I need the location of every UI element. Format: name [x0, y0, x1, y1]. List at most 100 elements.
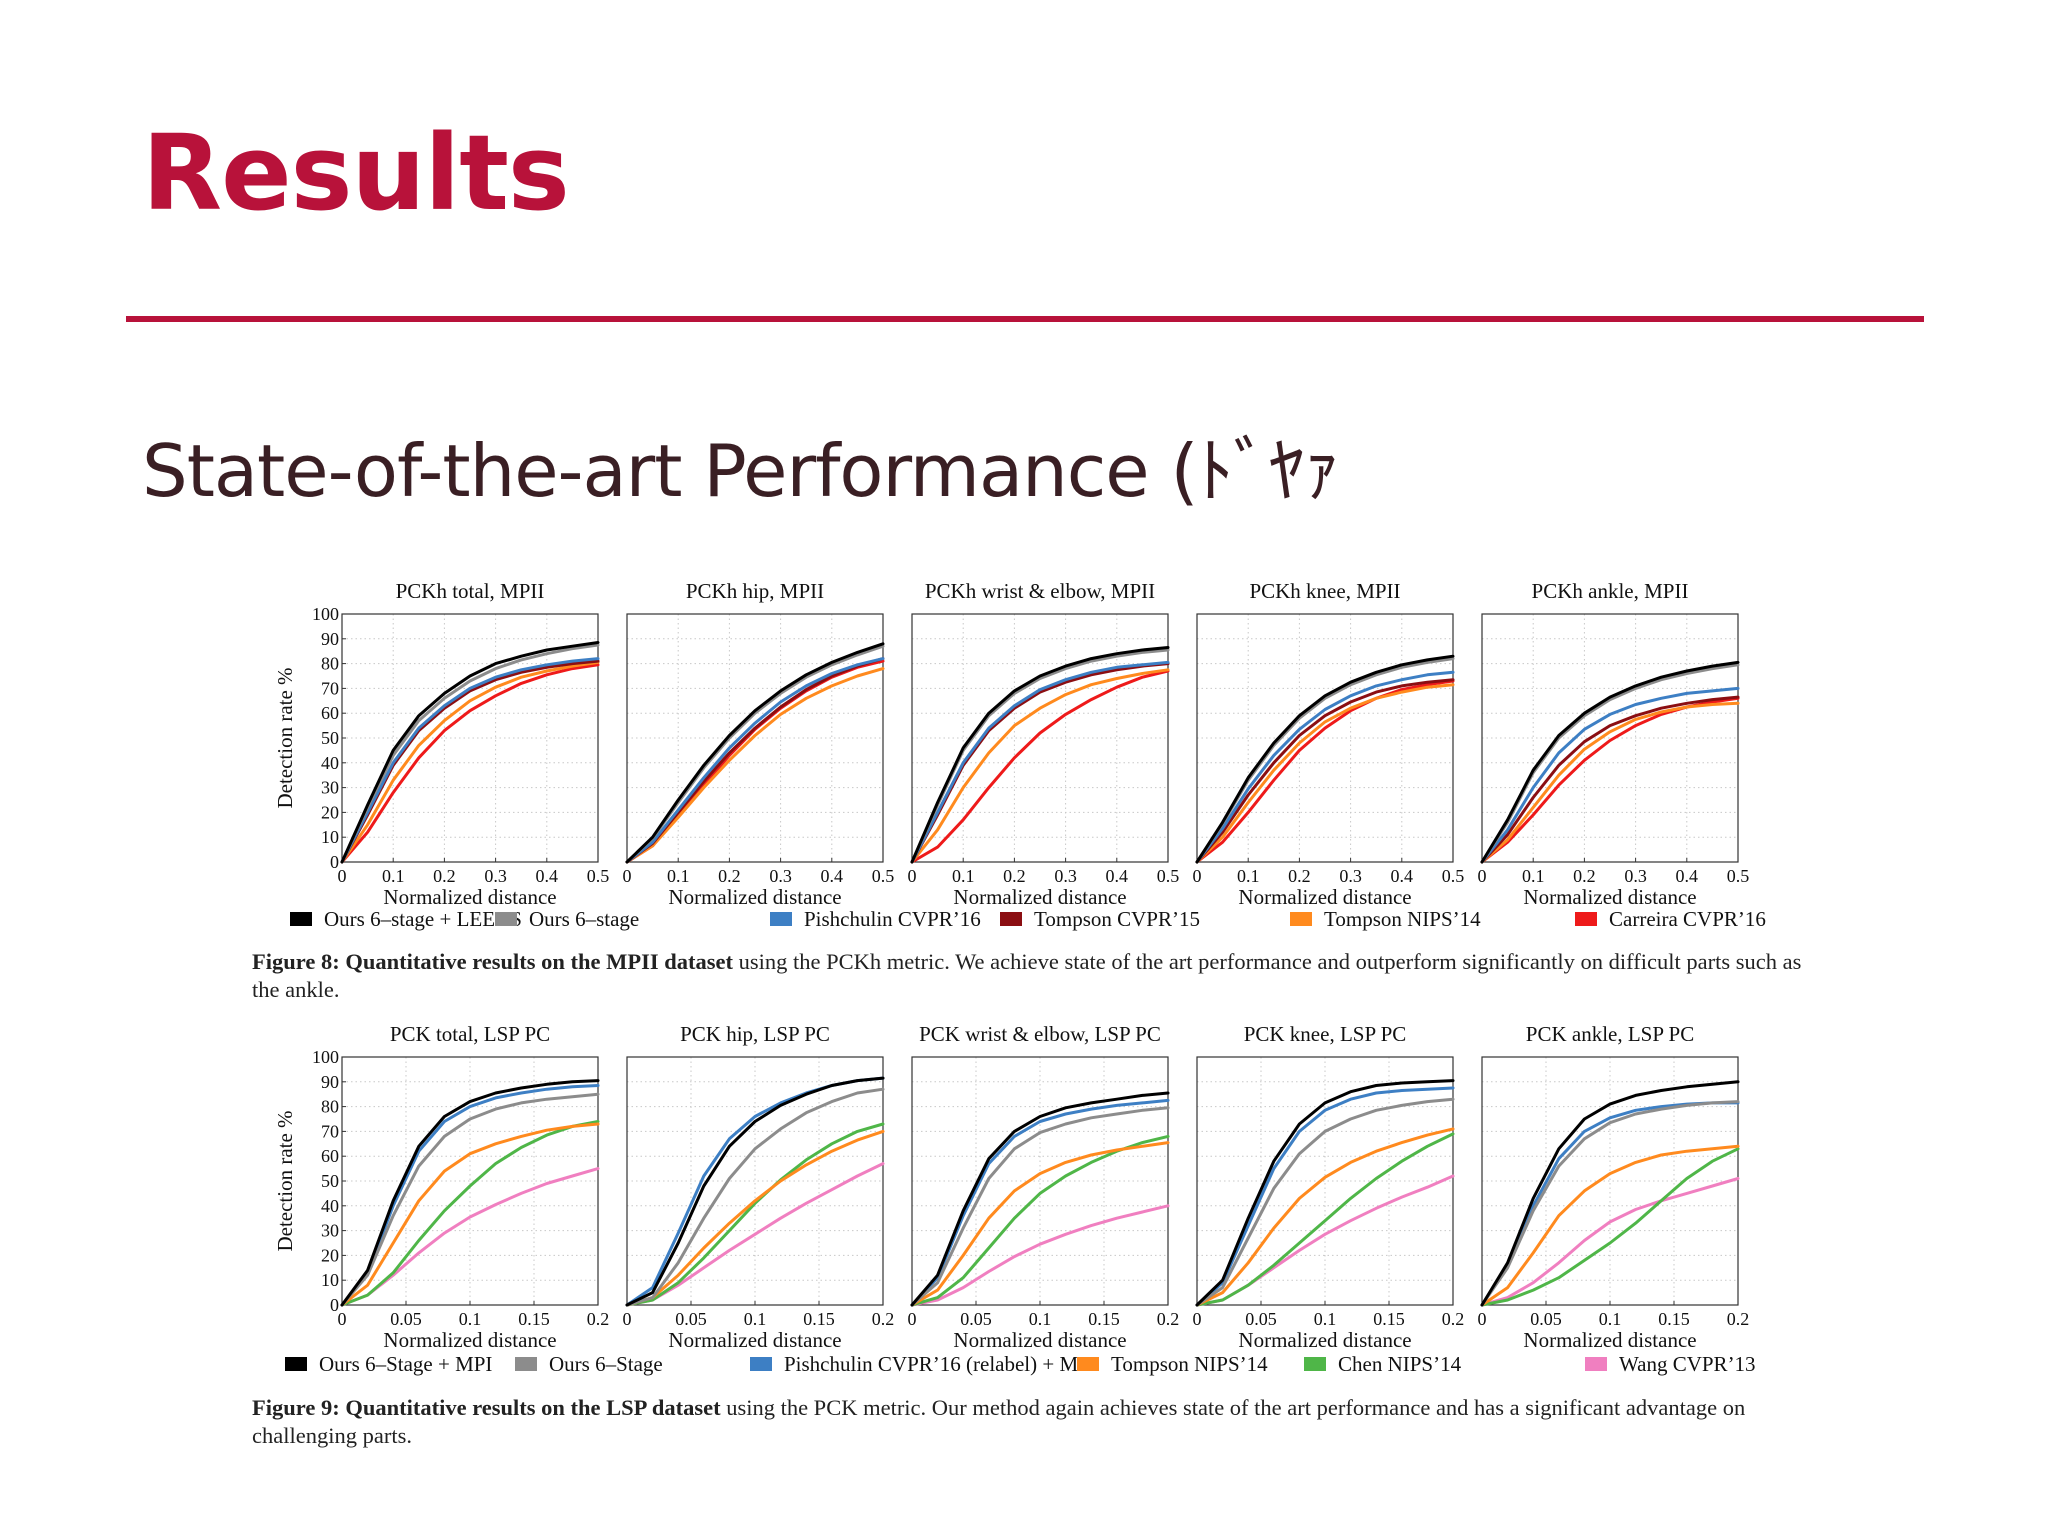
y-tick-label: 30 — [321, 1221, 339, 1241]
x-tick-label: 0.1 — [1029, 1309, 1052, 1329]
x-tick-label: 0.2 — [1157, 1309, 1180, 1329]
x-tick-label: 0 — [338, 1309, 347, 1329]
y-tick-label: 100 — [312, 604, 339, 624]
x-tick-label: 0.15 — [518, 1309, 550, 1329]
legend-item: Tompson CVPR’15 — [1000, 907, 1200, 931]
series-line — [340, 1120, 600, 1307]
series-line — [340, 660, 600, 864]
legend-swatch — [770, 912, 792, 926]
series-line — [340, 659, 600, 864]
x-axis-label: Normalized distance — [1238, 1328, 1411, 1352]
y-tick-label: 40 — [321, 753, 339, 773]
y-tick-label: 70 — [321, 1121, 339, 1141]
x-axis-label: Normalized distance — [668, 885, 841, 909]
legend-item: Chen NIPS’14 — [1304, 1352, 1462, 1376]
x-tick-label: 0.2 — [718, 866, 741, 886]
legend-swatch — [285, 1357, 307, 1371]
legend-item: Wang CVPR’13 — [1585, 1352, 1756, 1376]
y-tick-label: 20 — [321, 802, 339, 822]
series-line — [1480, 695, 1740, 864]
series-line — [1480, 663, 1740, 864]
series-line — [1195, 1174, 1455, 1307]
legend-item: Carreira CVPR’16 — [1575, 907, 1766, 931]
y-tick-label: 10 — [321, 827, 339, 847]
chart-panel: PCK hip, LSP PC 0 0.05 0.1 0.15 0.2 Normalized… — [623, 1022, 895, 1352]
x-tick-label: 0.4 — [1676, 866, 1699, 886]
x-tick-label: 0.4 — [1391, 866, 1414, 886]
series-line — [1480, 1100, 1740, 1307]
x-tick-label: 0.3 — [1339, 866, 1362, 886]
chart-panel: PCK ankle, LSP PC 0 0.05 0.1 0.15 0.2 Normaliz… — [1478, 1022, 1750, 1352]
x-tick-label: 0.05 — [1530, 1309, 1562, 1329]
series-line — [1480, 696, 1740, 864]
series-line — [625, 1162, 885, 1307]
x-axis-label: Normalized distance — [1523, 1328, 1696, 1352]
y-axis-label: Detection rate % — [273, 1110, 297, 1251]
series-line — [910, 1106, 1170, 1307]
x-axis-label: Normalized distance — [1523, 885, 1696, 909]
legend-swatch — [495, 912, 517, 926]
x-tick-label: 0.5 — [872, 866, 895, 886]
figure-area: PCKh total, MPII 0 0.1 0.2 0.3 0.4 0.5 0 10 20 30 4… — [160, 536, 1940, 1476]
slide-title: Results — [142, 112, 570, 234]
legend-item: Tompson NIPS’14 — [1290, 907, 1481, 931]
legend-label: Wang CVPR’13 — [1619, 1352, 1756, 1376]
chart-panel: PCKh ankle, MPII 0 0.1 0.2 0.3 0.4 0.5 Normaliz… — [1478, 579, 1750, 909]
series-line — [910, 1091, 1170, 1307]
x-tick-label: 0.4 — [536, 866, 559, 886]
x-tick-label: 0.5 — [1157, 866, 1180, 886]
x-tick-label: 0.5 — [1442, 866, 1465, 886]
y-tick-label: 60 — [321, 703, 339, 723]
x-tick-label: 0.1 — [1599, 1309, 1622, 1329]
figure9-caption: Figure 9: Quantitative results on the LS… — [252, 1394, 1812, 1450]
series-line — [340, 1092, 600, 1307]
y-tick-label: 50 — [321, 728, 339, 748]
figure8-caption-text: using the PCKh metric. We achieve state … — [252, 949, 1802, 1002]
y-tick-label: 10 — [321, 1270, 339, 1290]
chart-panel: PCK wrist & elbow, LSP PC 0 0.05 0.1 0.15 0.2… — [908, 1022, 1180, 1352]
series-line — [1480, 1147, 1740, 1307]
series-line — [910, 1204, 1170, 1307]
x-tick-label: 0.2 — [433, 866, 456, 886]
x-tick-label: 0.1 — [1237, 866, 1260, 886]
y-tick-label: 70 — [321, 678, 339, 698]
legend-swatch — [1304, 1357, 1326, 1371]
series-line — [340, 1079, 600, 1307]
x-tick-label: 0 — [908, 866, 917, 886]
x-tick-label: 0.2 — [1442, 1309, 1465, 1329]
x-tick-label: 0.1 — [382, 866, 405, 886]
chart-panel: PCKh wrist & elbow, MPII 0 0.1 0.2 0.3 0.4 0.5… — [908, 579, 1180, 909]
x-tick-label: 0 — [1478, 1309, 1487, 1329]
series-line — [910, 660, 1170, 864]
series-line — [1195, 1097, 1455, 1307]
x-tick-label: 0 — [1478, 866, 1487, 886]
x-tick-label: 0.2 — [1573, 866, 1596, 886]
chart-title: PCK knee, LSP PC — [1244, 1022, 1407, 1046]
series-line — [1195, 1086, 1455, 1307]
x-tick-label: 0.1 — [1522, 866, 1545, 886]
x-tick-label: 0.15 — [1373, 1309, 1405, 1329]
legend-item: Ours 6–stage + LEEDS — [290, 907, 522, 931]
series-line — [910, 1098, 1170, 1307]
x-tick-label: 0.1 — [952, 866, 975, 886]
y-tick-label: 40 — [321, 1196, 339, 1216]
x-axis-label: Normalized distance — [953, 885, 1126, 909]
legend-label: Ours 6–Stage — [549, 1352, 663, 1376]
figure8-caption-bold: Quantitative results on the MPII dataset — [345, 949, 734, 974]
x-axis-label: Normalized distance — [383, 885, 556, 909]
legend-swatch — [1575, 912, 1597, 926]
chart-panel: PCKh knee, MPII 0 0.1 0.2 0.3 0.4 0.5 Normalize… — [1193, 579, 1465, 909]
series-line — [1195, 683, 1455, 864]
y-tick-label: 80 — [321, 654, 339, 674]
series-line — [1480, 1080, 1740, 1307]
x-tick-label: 0.2 — [1003, 866, 1026, 886]
y-tick-label: 90 — [321, 1072, 339, 1092]
y-tick-label: 90 — [321, 629, 339, 649]
y-tick-label: 60 — [321, 1146, 339, 1166]
y-axis-label: Detection rate % — [273, 667, 297, 808]
legend-item: Pishchulin CVPR’16 — [770, 907, 981, 931]
series-line — [1195, 1127, 1455, 1307]
series-line — [625, 667, 885, 864]
legend-label: Pishchulin CVPR’16 (relabel) + MPI — [784, 1352, 1097, 1376]
series-line — [1480, 1177, 1740, 1307]
